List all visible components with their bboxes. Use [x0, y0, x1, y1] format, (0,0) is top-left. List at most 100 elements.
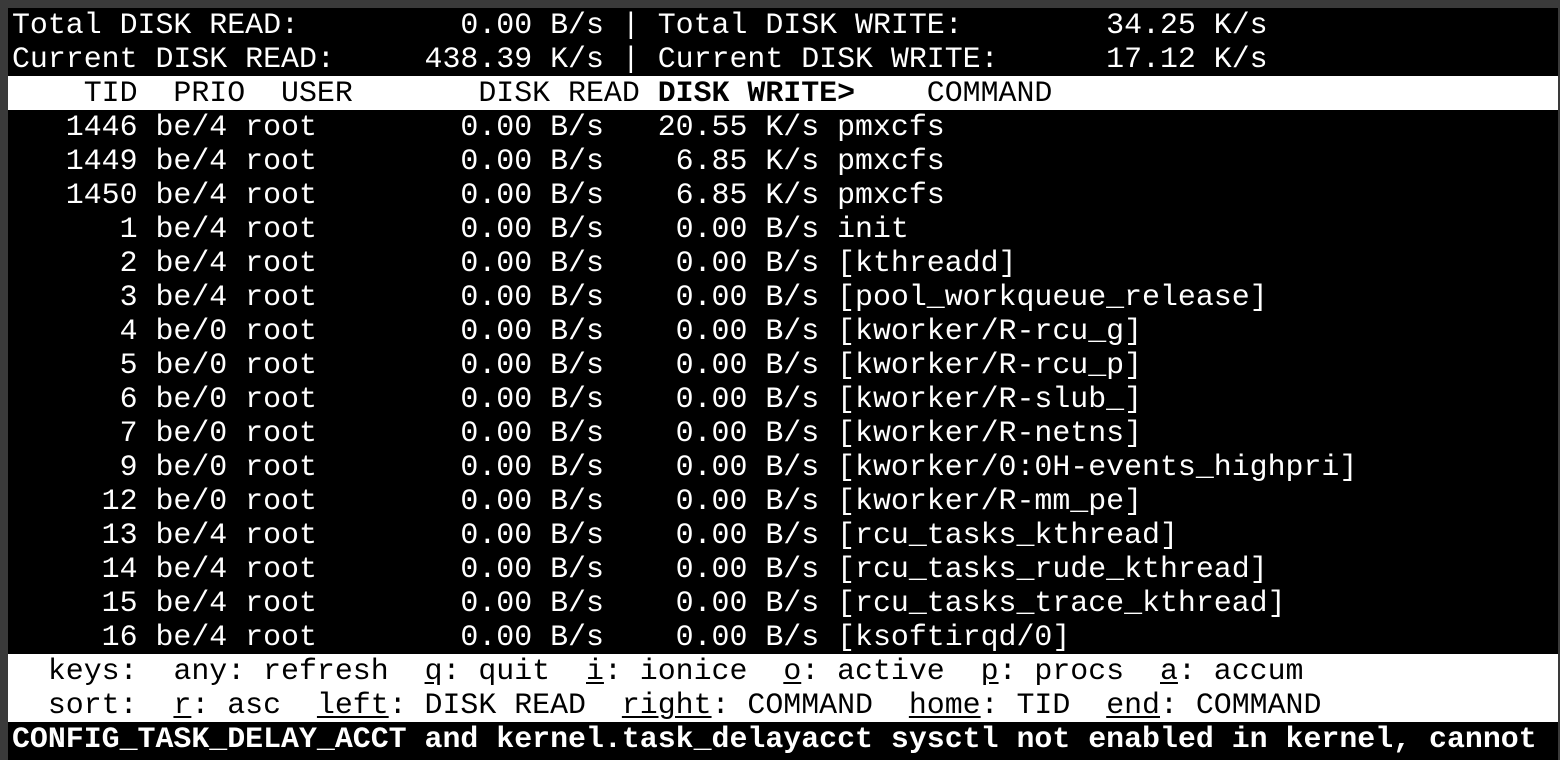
row-user: root — [227, 212, 317, 246]
table-row[interactable]: 7 be/0 root 0.00 B/s 0.00 B/s [kworker/R… — [8, 416, 1558, 450]
key-description: : TID — [980, 688, 1071, 722]
row-user: root — [227, 450, 317, 484]
sort-item-home[interactable]: home: TID — [909, 688, 1070, 722]
keys-item-p[interactable]: p: procs — [981, 654, 1125, 688]
column-header-left: TID PRIO USER DISK READ — [12, 76, 658, 110]
row-disk-write: 0.00 B/s — [603, 552, 820, 586]
keys-label: keys: — [12, 654, 138, 688]
key-name: home — [908, 688, 981, 722]
row-prio: be/0 — [137, 416, 228, 450]
key-name: a — [1160, 654, 1178, 688]
row-user: root — [227, 314, 317, 348]
table-row[interactable]: 4 be/0 root 0.00 B/s 0.00 B/s [kworker/R… — [8, 314, 1558, 348]
row-user: root — [227, 620, 317, 654]
row-command: pmxcfs — [819, 144, 945, 178]
row-tid: 9 — [12, 450, 138, 484]
row-prio: be/4 — [137, 586, 228, 620]
table-row[interactable]: 5 be/0 root 0.00 B/s 0.00 B/s [kworker/R… — [8, 348, 1558, 382]
summary-lines: Total DISK READ: 0.00 B/s | Total DISK W… — [8, 8, 1558, 76]
row-user: root — [227, 178, 317, 212]
summary-write: Total DISK WRITE: 34.25 K/s — [657, 8, 1268, 42]
row-user: root — [227, 382, 317, 416]
keys-item-a[interactable]: a: accum — [1160, 654, 1304, 688]
table-row[interactable]: 16 be/4 root 0.00 B/s 0.00 B/s [ksoftirq… — [8, 620, 1558, 654]
row-disk-write: 6.85 K/s — [603, 144, 820, 178]
row-prio: be/4 — [137, 110, 228, 144]
row-user: root — [227, 144, 317, 178]
sort-item-left[interactable]: left: DISK READ — [317, 688, 586, 722]
table-row[interactable]: 1 be/4 root 0.00 B/s 0.00 B/s init — [8, 212, 1558, 246]
row-user: root — [227, 348, 317, 382]
iotop-terminal[interactable]: Total DISK READ: 0.00 B/s | Total DISK W… — [8, 8, 1558, 760]
row-command: pmxcfs — [819, 110, 945, 144]
row-tid: 4 — [12, 314, 138, 348]
sort-item-end[interactable]: end: COMMAND — [1106, 688, 1321, 722]
table-row[interactable]: 2 be/4 root 0.00 B/s 0.00 B/s [kthreadd] — [8, 246, 1558, 280]
key-name: left — [316, 688, 389, 722]
table-row[interactable]: 3 be/4 root 0.00 B/s 0.00 B/s [pool_work… — [8, 280, 1558, 314]
key-description: : ionice — [603, 654, 748, 688]
row-command: init — [819, 212, 909, 246]
summary-write: Current DISK WRITE: 17.12 K/s — [657, 42, 1268, 76]
row-prio: be/4 — [137, 280, 228, 314]
row-command: [pool_workqueue_release] — [819, 280, 1268, 314]
row-disk-read: 0.00 B/s — [316, 246, 604, 280]
key-description: : COMMAND — [1160, 688, 1322, 722]
row-disk-write: 0.00 B/s — [603, 620, 820, 654]
row-prio: be/4 — [137, 178, 228, 212]
table-row[interactable]: 6 be/0 root 0.00 B/s 0.00 B/s [kworker/R… — [8, 382, 1558, 416]
row-command: [ksoftirqd/0] — [819, 620, 1071, 654]
table-row[interactable]: 14 be/4 root 0.00 B/s 0.00 B/s [rcu_task… — [8, 552, 1558, 586]
row-command: [kworker/R-rcu_p] — [819, 348, 1143, 382]
sort-help-line: sort: r: asc left: DISK READ right: COMM… — [8, 688, 1558, 722]
row-disk-read: 0.00 B/s — [316, 348, 604, 382]
row-prio: be/4 — [137, 144, 228, 178]
row-tid: 6 — [12, 382, 138, 416]
row-command: [rcu_tasks_rude_kthread] — [819, 552, 1268, 586]
summary-read: Total DISK READ: 0.00 B/s — [12, 8, 604, 42]
key-description: : quit — [442, 654, 551, 688]
row-prio: be/4 — [137, 246, 228, 280]
row-prio: be/4 — [137, 212, 228, 246]
keys-item-any[interactable]: any: refresh — [173, 654, 388, 688]
row-user: root — [227, 280, 317, 314]
row-disk-write: 0.00 B/s — [603, 212, 820, 246]
process-list: 1446 be/4 root 0.00 B/s 20.55 K/s pmxcfs… — [8, 110, 1558, 654]
status-message: CONFIG_TASK_DELAY_ACCT and kernel.task_d… — [12, 722, 1537, 756]
table-row[interactable]: 1446 be/4 root 0.00 B/s 20.55 K/s pmxcfs — [8, 110, 1558, 144]
row-command: [rcu_tasks_kthread] — [819, 518, 1178, 552]
column-command: COMMAND — [855, 76, 1053, 110]
row-command: [rcu_tasks_trace_kthread] — [819, 586, 1286, 620]
sort-item-right[interactable]: right: COMMAND — [622, 688, 873, 722]
key-description: : asc — [191, 688, 282, 722]
row-disk-write: 0.00 B/s — [603, 484, 820, 518]
row-disk-write: 0.00 B/s — [603, 450, 820, 484]
keys-item-i[interactable]: i: ionice — [586, 654, 747, 688]
keys-item-o[interactable]: o: active — [783, 654, 944, 688]
table-row[interactable]: 15 be/4 root 0.00 B/s 0.00 B/s [rcu_task… — [8, 586, 1558, 620]
row-user: root — [227, 518, 317, 552]
row-user: root — [227, 246, 317, 280]
row-disk-write: 0.00 B/s — [603, 348, 820, 382]
row-disk-read: 0.00 B/s — [316, 212, 604, 246]
table-row[interactable]: 1450 be/4 root 0.00 B/s 6.85 K/s pmxcfs — [8, 178, 1558, 212]
row-disk-read: 0.00 B/s — [316, 620, 604, 654]
row-disk-read: 0.00 B/s — [316, 382, 604, 416]
keys-item-q[interactable]: q: quit — [425, 654, 551, 688]
sort-item-r[interactable]: r: asc — [173, 688, 281, 722]
table-row[interactable]: 13 be/4 root 0.00 B/s 0.00 B/s [rcu_task… — [8, 518, 1558, 552]
row-disk-read: 0.00 B/s — [316, 280, 604, 314]
row-command: [kworker/R-netns] — [819, 416, 1143, 450]
table-row[interactable]: 1449 be/4 root 0.00 B/s 6.85 K/s pmxcfs — [8, 144, 1558, 178]
row-disk-write: 20.55 K/s — [603, 110, 820, 144]
row-disk-write: 0.00 B/s — [603, 416, 820, 450]
row-prio: be/0 — [137, 348, 228, 382]
column-disk-write-sorted[interactable]: DISK WRITE> — [657, 76, 856, 110]
row-tid: 14 — [12, 552, 138, 586]
separator: | — [603, 42, 658, 76]
table-row[interactable]: 12 be/0 root 0.00 B/s 0.00 B/s [kworker/… — [8, 484, 1558, 518]
keys-help-line: keys: any: refresh q: quit i: ionice o: … — [8, 654, 1558, 688]
table-row[interactable]: 9 be/0 root 0.00 B/s 0.00 B/s [kworker/0… — [8, 450, 1558, 484]
row-disk-read: 0.00 B/s — [316, 586, 604, 620]
row-disk-write: 0.00 B/s — [603, 518, 820, 552]
